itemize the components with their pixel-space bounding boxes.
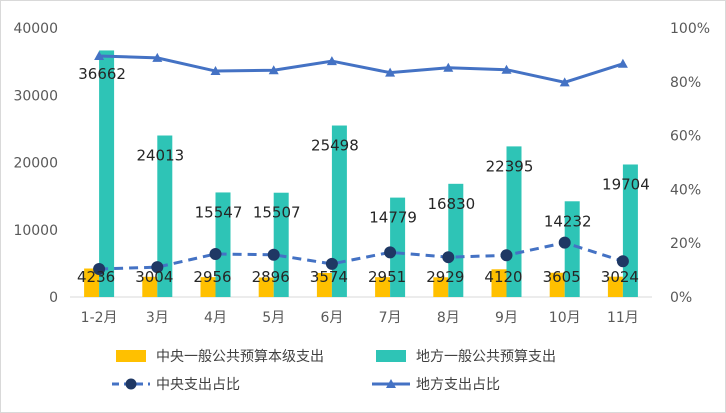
line-local-ratio [99,54,624,84]
lines-layer [93,50,629,276]
data-label-local: 24013 [136,147,184,165]
point-central-ratio [442,251,455,264]
point-central-ratio [325,257,338,270]
data-label-local: 19704 [602,175,650,193]
line-central-ratio [99,241,624,271]
data-label-central: 2929 [426,268,464,286]
right-tick-label: 100% [670,21,710,37]
data-label-central: 2951 [368,268,406,286]
bar-central [316,272,332,297]
data-label-central: 3574 [310,268,348,286]
data-label-central: 3004 [135,268,173,286]
right-tick-label: 20% [670,236,701,252]
data-label-central: 4236 [77,268,115,286]
point-central-ratio [558,236,571,249]
data-label-central: 2956 [193,268,231,286]
data-labels-layer: 4236 36662 3004 24013 2956 15547 2896 15507 3574… [77,65,650,286]
right-tick-label: 80% [670,75,701,91]
point-central-ratio [151,261,164,274]
point-local-ratio [559,77,570,87]
data-label-central: 2896 [252,268,290,286]
legend-label: 中央一般公共预算本级支出 [156,349,324,365]
point-local-ratio [617,58,628,68]
bar-central [549,272,565,297]
bar-central [375,277,391,297]
bar-local [448,183,464,297]
bar-central [491,269,507,297]
category-label: 4月 [204,310,227,326]
legend-label: 中央支出占比 [156,377,240,393]
bar-central [433,277,449,297]
data-label-central: 4120 [484,268,522,286]
point-local-ratio [501,64,512,74]
bar-local [215,192,231,297]
data-label-local: 14232 [544,212,592,230]
category-label: 11月 [607,310,639,326]
point-local-ratio [385,67,396,77]
category-label: 6月 [320,310,343,326]
left-tick-label: 40000 [13,21,58,37]
point-local-ratio [152,52,163,62]
category-label: 1-2月 [81,310,118,326]
point-central-ratio [616,255,629,268]
right-tick-label: 60% [670,129,701,145]
category-label: 8月 [437,310,460,326]
point-central-ratio [209,247,222,260]
bar-central [142,276,158,297]
data-label-local: 15507 [253,204,301,222]
category-label: 5月 [262,310,285,326]
bar-central [607,276,623,297]
bar-local [564,201,580,297]
data-label-local: 15547 [195,203,243,221]
legend-marker-triangle [386,379,396,388]
bar-central [200,277,216,297]
legend-swatch [376,350,406,362]
point-local-ratio [210,66,221,76]
point-central-ratio [500,249,513,262]
bar-local [331,125,347,298]
data-label-local: 14779 [369,209,417,227]
category-label: 7月 [379,310,402,326]
right-tick-label: 40% [670,182,701,198]
bar-local [273,192,289,297]
point-local-ratio [268,65,279,75]
category-label: 3月 [146,310,169,326]
left-tick-label: 30000 [13,88,58,104]
legend-label: 地方支出占比 [416,377,500,393]
point-central-ratio [267,248,280,261]
left-tick-label: 20000 [13,156,58,172]
category-label: 9月 [495,310,518,326]
left-tick-label: 0 [49,290,58,306]
data-label-central: 3024 [601,268,639,286]
data-label-local: 16830 [427,195,475,213]
bar-local [157,135,173,297]
bar-central [84,268,100,297]
point-central-ratio [384,246,397,259]
bar-local [99,50,115,297]
legend-label: 地方一般公共预算支出 [416,349,556,365]
data-label-local: 22395 [486,157,534,175]
point-local-ratio [326,56,337,66]
legend-swatch [116,350,146,362]
bar-local [390,197,406,297]
right-tick-label: 0% [670,290,692,306]
bars-layer [84,50,638,298]
bar-central [258,277,274,297]
point-central-ratio [93,263,106,276]
data-label-local: 25498 [311,137,359,155]
legend-marker-circle [125,378,137,390]
left-tick-label: 10000 [13,223,58,239]
point-local-ratio [94,50,105,60]
data-label-local: 36662 [78,65,126,83]
category-label: 10月 [549,310,581,326]
point-local-ratio [443,62,454,72]
data-label-central: 3605 [543,268,581,286]
